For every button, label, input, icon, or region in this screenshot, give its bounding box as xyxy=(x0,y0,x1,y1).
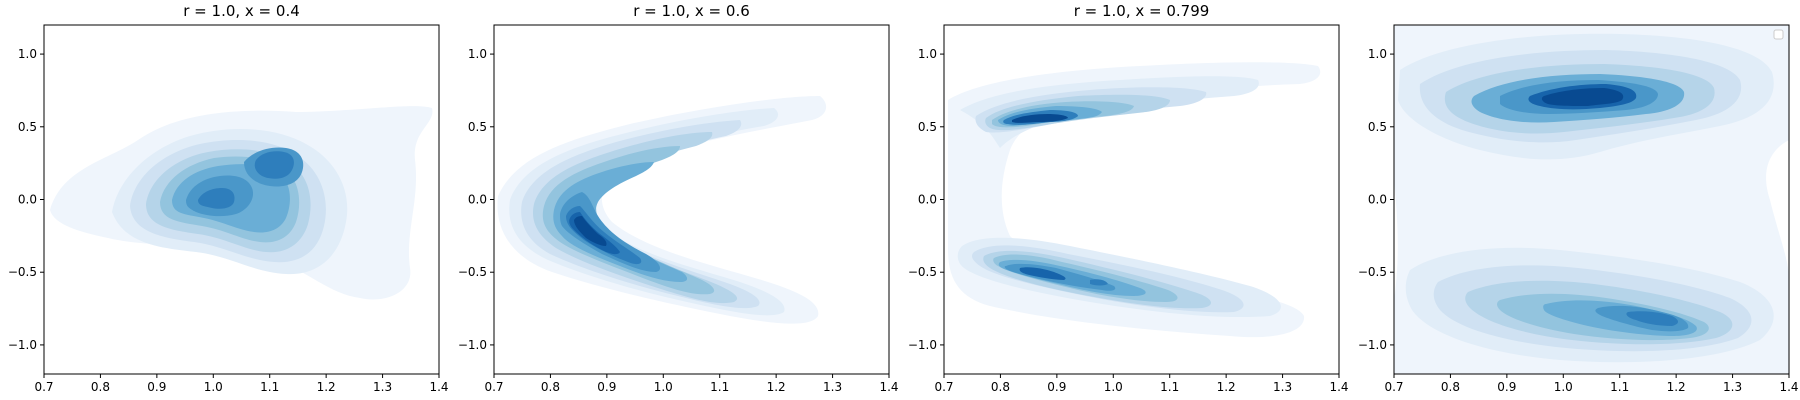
contour-level-6 xyxy=(553,162,688,282)
x-tick-label: 1.3 xyxy=(1723,380,1742,394)
y-tick-label: 0.0 xyxy=(468,193,487,207)
y-ticks-3: −1.0 −0.5 0.0 0.5 1.0 xyxy=(908,47,944,352)
subplot-title-2: r = 1.0, x = 0.6 xyxy=(633,2,750,20)
x-tick-label: 1.4 xyxy=(1779,380,1798,394)
legend-box xyxy=(1773,29,1784,40)
y-tick-label: −1.0 xyxy=(908,338,937,352)
subplot-2: 0.7 0.8 0.9 1.0 1.1 1.2 1.3 1.4 −1.0 −0.5 0.0 0.5 1… xyxy=(458,2,899,394)
x-tick-label: 1.4 xyxy=(1329,380,1348,394)
x-tick-label: 0.7 xyxy=(1384,380,1403,394)
contour-level-8 xyxy=(1541,88,1624,106)
x-tick-label: 1.0 xyxy=(1554,380,1573,394)
subplot-title-1: r = 1.0, x = 0.4 xyxy=(183,2,300,20)
y-tick-label: 0.5 xyxy=(468,120,487,134)
x-tick-label: 1.1 xyxy=(710,380,729,394)
x-tick-label: 1.1 xyxy=(1160,380,1179,394)
y-tick-label: 1.0 xyxy=(918,47,937,61)
x-tick-label: 1.3 xyxy=(373,380,392,394)
x-tick-label: 0.8 xyxy=(91,380,110,394)
y-tick-label: 1.0 xyxy=(1368,47,1387,61)
subplot-1: 0.7 0.8 0.9 1.0 1.1 1.2 1.3 1.4 −1.0 −0.5 0.0 0.5 1… xyxy=(8,2,449,394)
y-tick-label: 1.0 xyxy=(18,47,37,61)
contour-level-10 xyxy=(574,216,607,246)
x-tick-label: 0.9 xyxy=(147,380,166,394)
x-tick-label: 0.9 xyxy=(597,380,616,394)
contour-level-8b xyxy=(1626,311,1678,326)
x-tick-label: 1.2 xyxy=(1217,380,1236,394)
density-contours-3 xyxy=(948,62,1321,338)
x-tick-label: 1.1 xyxy=(1610,380,1629,394)
x-ticks-4: 0.7 0.8 0.9 1.0 1.1 1.2 1.3 1.4 xyxy=(1384,374,1799,394)
x-tick-label: 1.1 xyxy=(260,380,279,394)
x-tick-label: 1.3 xyxy=(1273,380,1292,394)
y-tick-label: 0.5 xyxy=(18,120,37,134)
y-tick-label: 0.0 xyxy=(18,193,37,207)
x-tick-label: 0.9 xyxy=(1497,380,1516,394)
contour-level-8 xyxy=(254,151,294,179)
y-tick-label: 0.5 xyxy=(1368,120,1387,134)
contour-level-8 xyxy=(1012,114,1068,123)
y-tick-label: 0.5 xyxy=(918,120,937,134)
y-tick-label: 0.0 xyxy=(1368,193,1387,207)
x-ticks-3: 0.7 0.8 0.9 1.0 1.1 1.2 1.3 1.4 xyxy=(934,374,1349,394)
contour-level-8b xyxy=(1019,267,1066,280)
y-tick-label: 0.0 xyxy=(918,193,937,207)
subplot-4: 0.7 0.8 0.9 1.0 1.1 1.2 1.3 1.4 −1.0 −0.5 0.0 0.5 1… xyxy=(1358,24,1799,394)
subplot-3: 0.7 0.8 0.9 1.0 1.1 1.2 1.3 1.4 −1.0 −0.5 0.0 0.5 1… xyxy=(908,2,1349,394)
y-tick-label: −0.5 xyxy=(908,265,937,279)
x-tick-label: 0.9 xyxy=(1047,380,1066,394)
density-contours-2 xyxy=(497,96,827,324)
density-contours-1 xyxy=(50,106,433,300)
x-tick-label: 1.4 xyxy=(429,380,448,394)
x-tick-label: 0.7 xyxy=(34,380,53,394)
x-tick-label: 1.3 xyxy=(823,380,842,394)
x-tick-label: 1.2 xyxy=(317,380,336,394)
contour-level-8b xyxy=(198,188,235,209)
x-tick-label: 0.8 xyxy=(991,380,1010,394)
x-tick-label: 1.0 xyxy=(654,380,673,394)
y-tick-label: −0.5 xyxy=(8,265,37,279)
x-tick-label: 1.0 xyxy=(1104,380,1123,394)
subplot-title-3: r = 1.0, x = 0.799 xyxy=(1074,2,1210,20)
x-tick-label: 0.7 xyxy=(934,380,953,394)
x-ticks-2: 0.7 0.8 0.9 1.0 1.1 1.2 1.3 1.4 xyxy=(484,374,899,394)
y-tick-label: 1.0 xyxy=(468,47,487,61)
y-ticks-2: −1.0 −0.5 0.0 0.5 1.0 xyxy=(458,47,494,352)
y-tick-label: −0.5 xyxy=(458,265,487,279)
x-tick-label: 1.2 xyxy=(1667,380,1686,394)
y-ticks-1: −1.0 −0.5 0.0 0.5 1.0 xyxy=(8,47,44,352)
x-tick-label: 1.0 xyxy=(204,380,223,394)
y-tick-label: −1.0 xyxy=(458,338,487,352)
y-tick-label: −1.0 xyxy=(1358,338,1387,352)
x-tick-label: 0.8 xyxy=(1441,380,1460,394)
x-tick-label: 0.8 xyxy=(541,380,560,394)
y-tick-label: −1.0 xyxy=(8,338,37,352)
x-tick-label: 1.2 xyxy=(767,380,786,394)
contour-level-9b xyxy=(1090,279,1108,286)
y-ticks-4: −1.0 −0.5 0.0 0.5 1.0 xyxy=(1358,47,1394,352)
legend-frame xyxy=(1773,29,1784,40)
y-tick-label: −0.5 xyxy=(1358,265,1387,279)
density-contours-4 xyxy=(1394,25,1789,374)
x-tick-label: 1.4 xyxy=(879,380,898,394)
x-tick-label: 0.7 xyxy=(484,380,503,394)
x-ticks-1: 0.7 0.8 0.9 1.0 1.1 1.2 1.3 1.4 xyxy=(34,374,449,394)
